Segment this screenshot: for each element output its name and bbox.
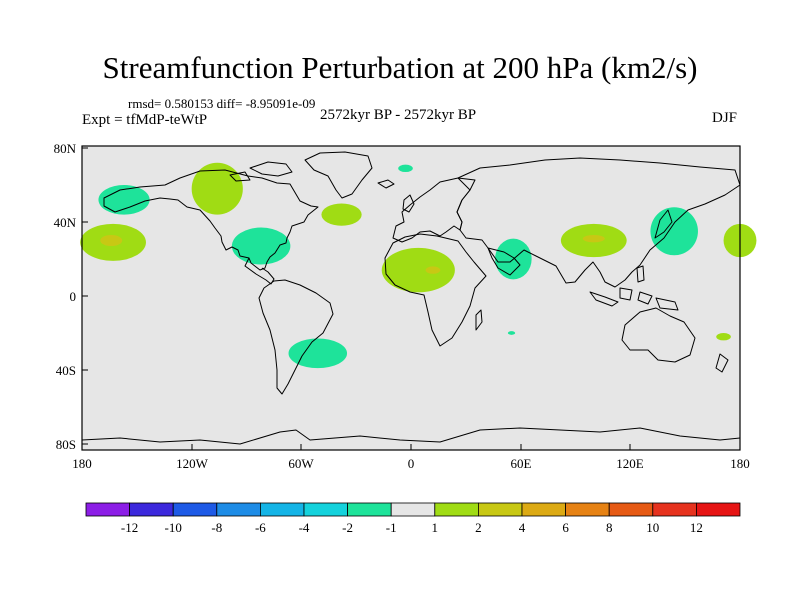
africa-coast: [384, 233, 487, 347]
anomaly-africa-positive: [381, 247, 455, 293]
colorbar-label-6: -1: [386, 520, 397, 535]
colorbar-label-7: 1: [432, 520, 439, 535]
colorbar-swatch-13: [652, 502, 697, 517]
lat-label-0: 0: [70, 289, 77, 304]
anomaly-africa-core: [425, 266, 441, 274]
colorbar-swatch-10: [521, 502, 566, 517]
lon-label-60w: 60W: [288, 456, 314, 471]
colorbar-label-2: -8: [211, 520, 222, 535]
anomaly-arctic-small-negative: [398, 164, 413, 173]
lon-label-0: 0: [408, 456, 415, 471]
colorbar-label-11: 8: [606, 520, 613, 535]
lat-label-40n: 40N: [54, 215, 77, 230]
lon-label-180e: 180: [730, 456, 750, 471]
colorbar-swatch-14: [696, 502, 741, 517]
colorbar-label-4: -4: [299, 520, 310, 535]
latitude-labels: 80N 40N 0 40S 80S: [54, 141, 77, 452]
season-label: DJF: [712, 110, 738, 126]
colorbar-labels: -12 -10 -8 -6 -4 -2 -1 1 2 4 6 8 10 12: [121, 520, 703, 535]
colorbar-swatch-9: [477, 502, 523, 517]
arctic-islands-coast: [229, 161, 293, 182]
colorbar-label-5: -2: [342, 520, 353, 535]
colorbar-swatch-6: [347, 502, 392, 517]
latitude-axis: [82, 147, 88, 445]
philippines-coast: [636, 265, 645, 283]
colorbar-label-1: -10: [165, 520, 182, 535]
new-zealand-coast: [715, 353, 729, 373]
map-title: Streamfunction Perturbation at 200 hPa (…: [102, 50, 698, 85]
colorbar-swatch-5: [303, 502, 348, 517]
colorbar-swatch-2: [172, 502, 218, 517]
colorbar-label-0: -12: [121, 520, 138, 535]
anomaly-south-asia-core: [582, 234, 605, 243]
lon-label-180w: 180: [72, 456, 92, 471]
coastlines: [81, 151, 741, 445]
colorbar-swatch-3: [216, 502, 261, 517]
anomaly-central-pacific-core: [100, 234, 123, 247]
colorbar-swatch-1: [129, 502, 174, 517]
map-panel: [80, 145, 757, 451]
lon-label-120e: 120E: [616, 456, 644, 471]
colorbar-label-8: 2: [475, 520, 482, 535]
british-isles-coast: [402, 194, 415, 213]
anomaly-atlantic-positive: [321, 203, 362, 226]
colorbar: [85, 502, 741, 517]
central-america-coast: [244, 257, 275, 285]
anomaly-southeast-us-negative: [231, 227, 291, 265]
anomaly-north-pacific-west-negative: [98, 185, 150, 215]
asia-coast: [456, 157, 741, 288]
experiment-label: Expt = tfMdP-teWtP: [82, 112, 208, 128]
anomaly-west-pacific-negative: [650, 207, 698, 256]
south-america-coast: [258, 279, 334, 395]
colorbar-label-13: 12: [690, 520, 703, 535]
colorbar-swatch-7: [390, 502, 436, 517]
colorbar-label-10: 6: [562, 520, 569, 535]
longitude-labels: 180 120W 60W 0 60E 120E 180: [72, 456, 750, 471]
period-label: 2572kyr BP - 2572kyr BP: [320, 107, 477, 123]
colorbar-label-3: -6: [255, 520, 266, 535]
lat-label-80s: 80S: [56, 437, 76, 452]
anomaly-core-layer: [100, 234, 605, 274]
colorbar-swatch-12: [608, 502, 654, 517]
north-america-coast: [103, 169, 319, 271]
colorbar-swatch-4: [259, 502, 305, 517]
colorbar-swatch-11: [565, 502, 610, 517]
indonesia-coast: [589, 287, 679, 311]
lat-label-40s: 40S: [56, 363, 76, 378]
antarctica-coast: [81, 427, 741, 445]
colorbar-swatch-8: [434, 502, 479, 517]
lon-label-120w: 120W: [176, 456, 209, 471]
iceland-coast: [377, 179, 395, 189]
lon-label-60e: 60E: [511, 456, 532, 471]
madagascar-coast: [475, 309, 483, 331]
lat-label-80n: 80N: [54, 141, 77, 156]
arabia-coast: [487, 247, 521, 276]
anomaly-madagascar-small-negative: [507, 331, 516, 335]
anomaly-south-america-negative: [288, 338, 348, 369]
colorbar-swatch-0: [85, 502, 130, 517]
stats-line: rmsd= 0.580153 diff= -8.95091e-09: [128, 96, 316, 111]
ocean-background: [82, 146, 740, 450]
anomaly-south-pacific-small-positive: [716, 333, 731, 341]
greenland-coast: [304, 151, 373, 199]
longitude-axis: [81, 444, 741, 450]
australia-coast: [621, 307, 696, 363]
japan-coast: [654, 209, 673, 239]
colorbar-label-12: 10: [646, 520, 659, 535]
colorbar-label-9: 4: [519, 520, 526, 535]
